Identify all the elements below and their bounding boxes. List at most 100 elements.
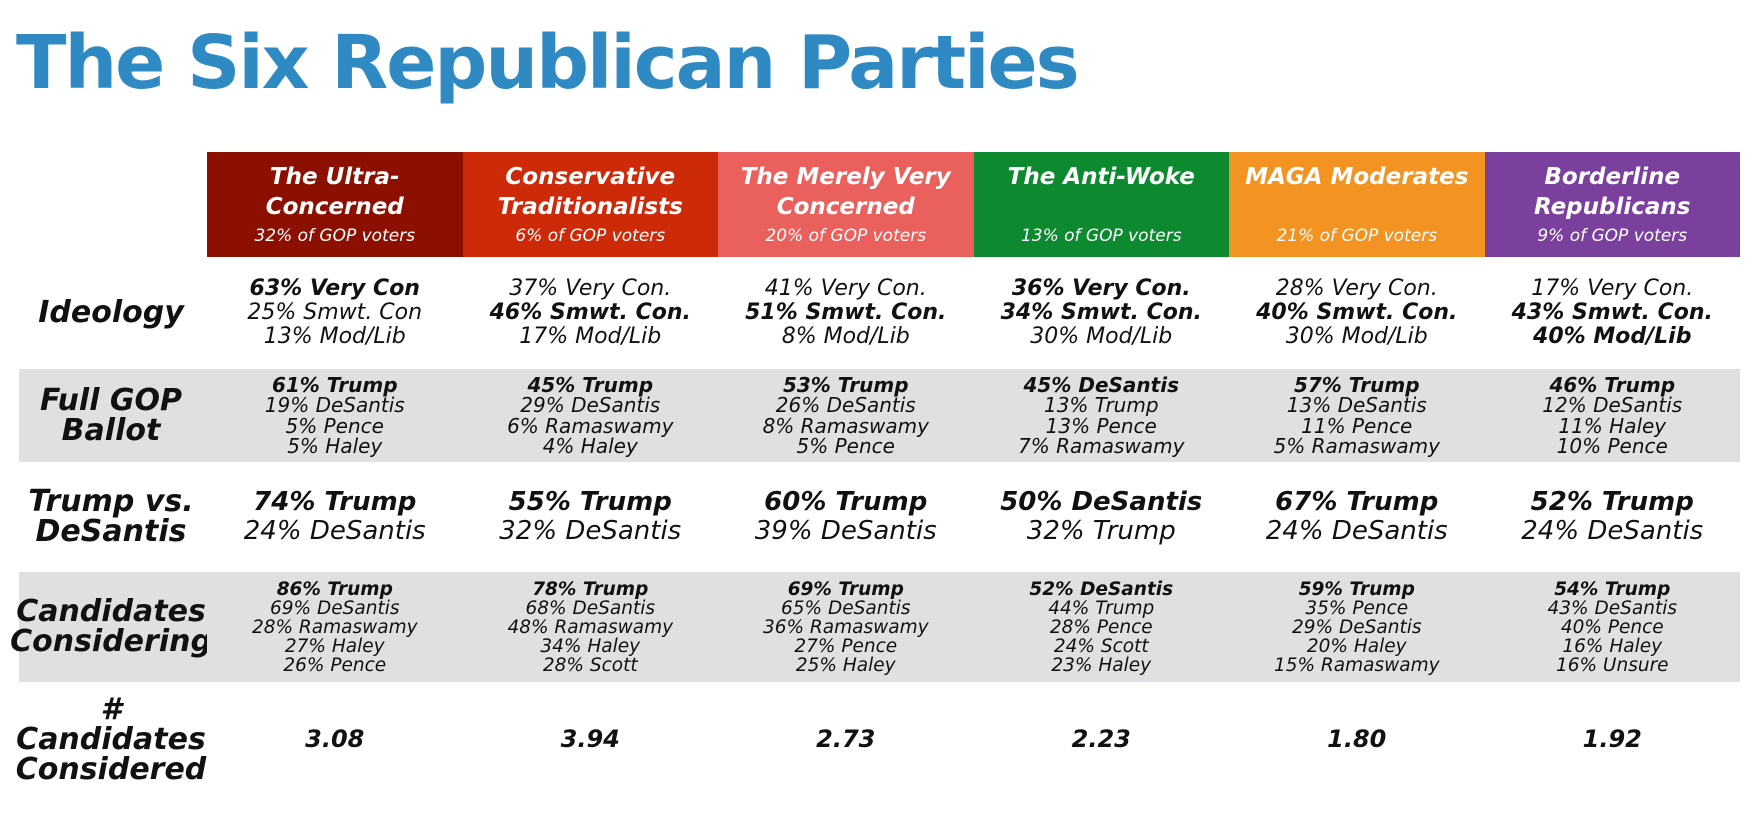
cell-ideology: 37% Very Con. 46% Smwt. Con. 17% Mod/Lib [463, 257, 719, 369]
value-line: 30% Mod/Lib [1030, 324, 1173, 349]
value-line: 32% DeSantis [499, 516, 682, 546]
value-line: 36% Ramaswamy [762, 616, 929, 638]
value-line: 34% Haley [540, 635, 641, 657]
value: 1.80 [1327, 725, 1387, 754]
cell-ballot: 61% Trump 19% DeSantis 5% Pence 5% Haley [207, 369, 463, 462]
cell-considering: 78% Trump 68% DeSantis 48% Ramaswamy 34% Ha… [462, 572, 718, 682]
value-line: 25% Haley [795, 654, 896, 676]
value-line: 35% Pence [1305, 597, 1409, 619]
group-share: 13% of GOP voters [1020, 226, 1182, 246]
value-line: 13% Mod/Lib [263, 324, 406, 349]
group-header: Conservative Traditionalists 6% of GOP vo… [462, 152, 718, 257]
value-line: 27% Haley [284, 635, 385, 657]
row-label-num-considered: # Candidates Considered [15, 692, 207, 787]
value-line: 52% DeSantis [1029, 578, 1174, 600]
value: 1.92 [1582, 725, 1642, 754]
group-header: Borderline Republicans 9% of GOP voters [1484, 152, 1740, 257]
value-line: 24% DeSantis [243, 516, 426, 546]
group-header: The Merely Very Concerned 20% of GOP vote… [718, 152, 974, 257]
cell-num-considered: 1.80 [1229, 682, 1485, 798]
value-line: 36% Very Con. [1011, 276, 1191, 301]
value-line: 57% Trump [1293, 372, 1420, 397]
value: 3.94 [560, 725, 620, 754]
value-line: 34% Smwt. Con. [1000, 300, 1202, 325]
value-line: 61% Trump [271, 372, 398, 397]
group-share: 20% of GOP voters [765, 226, 927, 246]
value-line: 48% Ramaswamy [507, 616, 674, 638]
comparison-table: The Ultra-Concerned 32% of GOP voters Cons… [10, 152, 1741, 798]
value: 2.73 [816, 725, 876, 754]
value-line: 43% DeSantis [1547, 597, 1677, 619]
cell-num-considered: 1.92 [1485, 682, 1741, 798]
value-line: 19% DeSantis [264, 393, 405, 417]
group-name: The Ultra-Concerned [265, 164, 404, 220]
cell-ideology: 63% Very Con 25% Smwt. Con 13% Mod/Lib [207, 257, 463, 369]
value-line: 7% Ramaswamy [1018, 434, 1185, 458]
cell-trump-vs: 52% Trump 24% DeSantis [1485, 462, 1741, 572]
value-line: 40% Smwt. Con. [1256, 300, 1458, 325]
group-name-wrap: The Ultra-Concerned [213, 162, 457, 222]
row-label-ideology: Ideology [38, 295, 184, 330]
group-name-wrap: The Anti-Woke [1008, 162, 1195, 222]
value-line: 5% Pence [796, 434, 895, 458]
cell-considering: 69% Trump 65% DeSantis 36% Ramaswamy 27% Pe… [718, 572, 974, 682]
value-line: 28% Pence [1049, 616, 1153, 638]
value-line: 69% Trump [787, 578, 904, 600]
value-line: 32% Trump [1026, 516, 1176, 546]
value-line: 41% Very Con. [764, 276, 927, 301]
value-line: 45% DeSantis [1023, 372, 1179, 397]
value-line: 46% Smwt. Con. [489, 300, 691, 325]
value-line: 59% Trump [1298, 578, 1415, 600]
value-line: 37% Very Con. [509, 276, 672, 301]
value-line: 29% DeSantis [520, 393, 661, 417]
value-line: 20% Haley [1306, 635, 1407, 657]
group-name: MAGA Moderates [1245, 164, 1469, 190]
value-line: 60% Trump [764, 487, 928, 517]
group-name: The Merely Very Concerned [740, 164, 951, 220]
value-line: 13% Trump [1043, 393, 1159, 417]
value-line: 16% Unsure [1555, 654, 1669, 676]
row-label-trump-vs: Trump vs. DeSantis [28, 484, 194, 549]
value-line: 4% Haley [542, 434, 638, 458]
value-line: 23% Haley [1051, 654, 1152, 676]
cell-trump-vs: 67% Trump 24% DeSantis [1229, 462, 1485, 572]
value: 2.23 [1071, 725, 1131, 754]
cell-considering: 54% Trump 43% DeSantis 40% Pence 16% Haley 1… [1484, 572, 1740, 682]
value-line: 44% Trump [1048, 597, 1155, 619]
value-line: 30% Mod/Lib [1285, 324, 1428, 349]
value-line: 25% Smwt. Con [247, 300, 423, 325]
value-line: 16% Haley [1562, 635, 1663, 657]
cell-considering: 59% Trump 35% Pence 29% DeSantis 20% Haley 1… [1229, 572, 1485, 682]
group-name-wrap: Borderline Republicans [1491, 162, 1735, 222]
value-line: 55% Trump [508, 487, 672, 517]
cell-ballot: 53% Trump 26% DeSantis 8% Ramaswamy 5% Penc… [718, 369, 974, 462]
group-name-wrap: The Merely Very Concerned [724, 162, 968, 222]
value-line: 11% Haley [1558, 413, 1667, 438]
cell-ballot: 57% Trump 13% DeSantis 11% Pence 5% Ramaswa… [1229, 369, 1485, 462]
cell-considering: 52% DeSantis 44% Trump 28% Pence 24% Scott 2… [973, 572, 1229, 682]
value-line: 51% Smwt. Con. [745, 300, 947, 325]
cell-num-considered: 3.08 [207, 682, 463, 798]
value-line: 24% Scott [1053, 635, 1149, 657]
row-label-ballot: Full GOP Ballot [19, 369, 207, 462]
value-line: 45% Trump [527, 372, 654, 397]
cell-ballot: 45% DeSantis 13% Trump 13% Pence 7% Ramaswa… [973, 369, 1229, 462]
value-line: 50% DeSantis [1000, 487, 1203, 517]
cell-ideology: 36% Very Con. 34% Smwt. Con. 30% Mod/Lib [974, 257, 1230, 369]
group-share: 9% of GOP voters [1537, 226, 1688, 246]
group-name: The Anti-Woke [1007, 164, 1195, 190]
value-line: 10% Pence [1556, 434, 1668, 458]
value-line: 28% Ramaswamy [251, 616, 418, 638]
value-line: 43% Smwt. Con. [1511, 300, 1713, 325]
value-line: 5% Ramaswamy [1273, 434, 1440, 458]
value-line: 29% DeSantis [1292, 616, 1422, 638]
value-line: 54% Trump [1554, 578, 1671, 600]
group-name: Borderline Republicans [1534, 164, 1691, 220]
table-corner [19, 152, 207, 257]
cell-ballot: 45% Trump 29% DeSantis 6% Ramaswamy 4% Hale… [462, 369, 718, 462]
group-header: The Anti-Woke 13% of GOP voters [973, 152, 1229, 257]
value-line: 40% Mod/Lib [1533, 324, 1692, 349]
cell-ideology: 41% Very Con. 51% Smwt. Con. 8% Mod/Lib [718, 257, 974, 369]
value-line: 13% DeSantis [1286, 393, 1427, 417]
value-line: 6% Ramaswamy [507, 413, 674, 438]
